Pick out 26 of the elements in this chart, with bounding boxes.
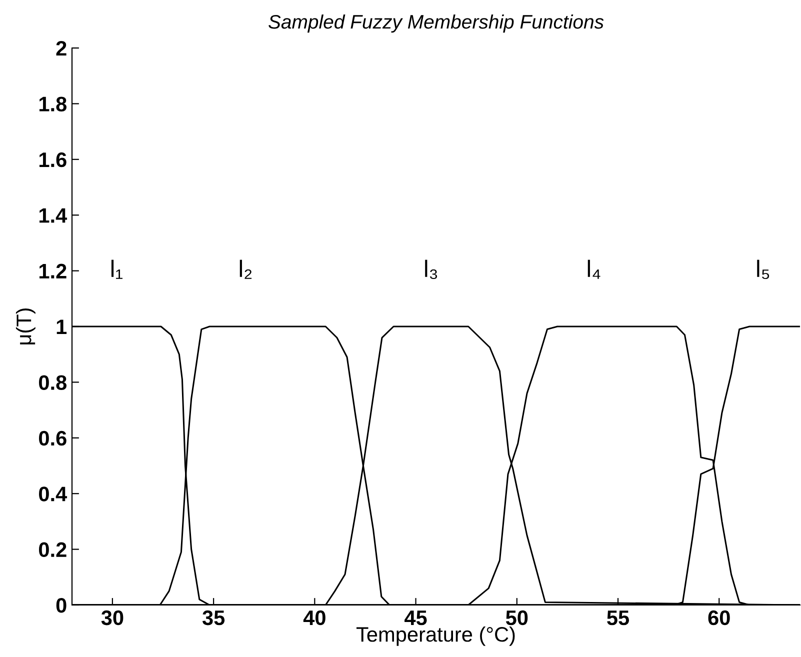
y-tick-label: 0.8 <box>39 375 67 390</box>
x-tick-label: 40 <box>303 610 326 626</box>
x-axis-title: Temperature (°C) <box>356 626 515 646</box>
text: l₃ <box>425 260 438 280</box>
x-tick-label: 55 <box>607 610 630 626</box>
x-tick-label: 50 <box>506 610 528 626</box>
x-tick-label: 45 <box>404 610 427 626</box>
y-tick-label: 1.4 <box>39 208 68 223</box>
y-tick-label: 0.6 <box>39 430 66 446</box>
y-tick-label: 2 <box>56 41 66 56</box>
text: l₁ <box>111 260 122 279</box>
y-tick-label: 0 <box>56 598 66 613</box>
x-tick-label: 30 <box>101 610 124 626</box>
y-tick-label: 0.4 <box>39 486 68 502</box>
y-tick-label: 1.8 <box>39 96 67 112</box>
y-tick-label: 0.2 <box>39 542 66 558</box>
x-tick-label: 35 <box>202 610 225 626</box>
y-axis-title: μ(T) <box>16 308 36 344</box>
x-tick-label: 60 <box>708 610 730 626</box>
chart-title: Sampled Fuzzy Membership Functions <box>268 14 604 33</box>
y-tick-label: 1.2 <box>39 264 66 278</box>
text: l₄ <box>588 260 600 279</box>
y-tick-label: 1.6 <box>39 152 66 168</box>
y-tick-label: 1 <box>56 320 67 334</box>
text: l₅ <box>757 260 770 280</box>
text: l₂ <box>240 260 252 279</box>
